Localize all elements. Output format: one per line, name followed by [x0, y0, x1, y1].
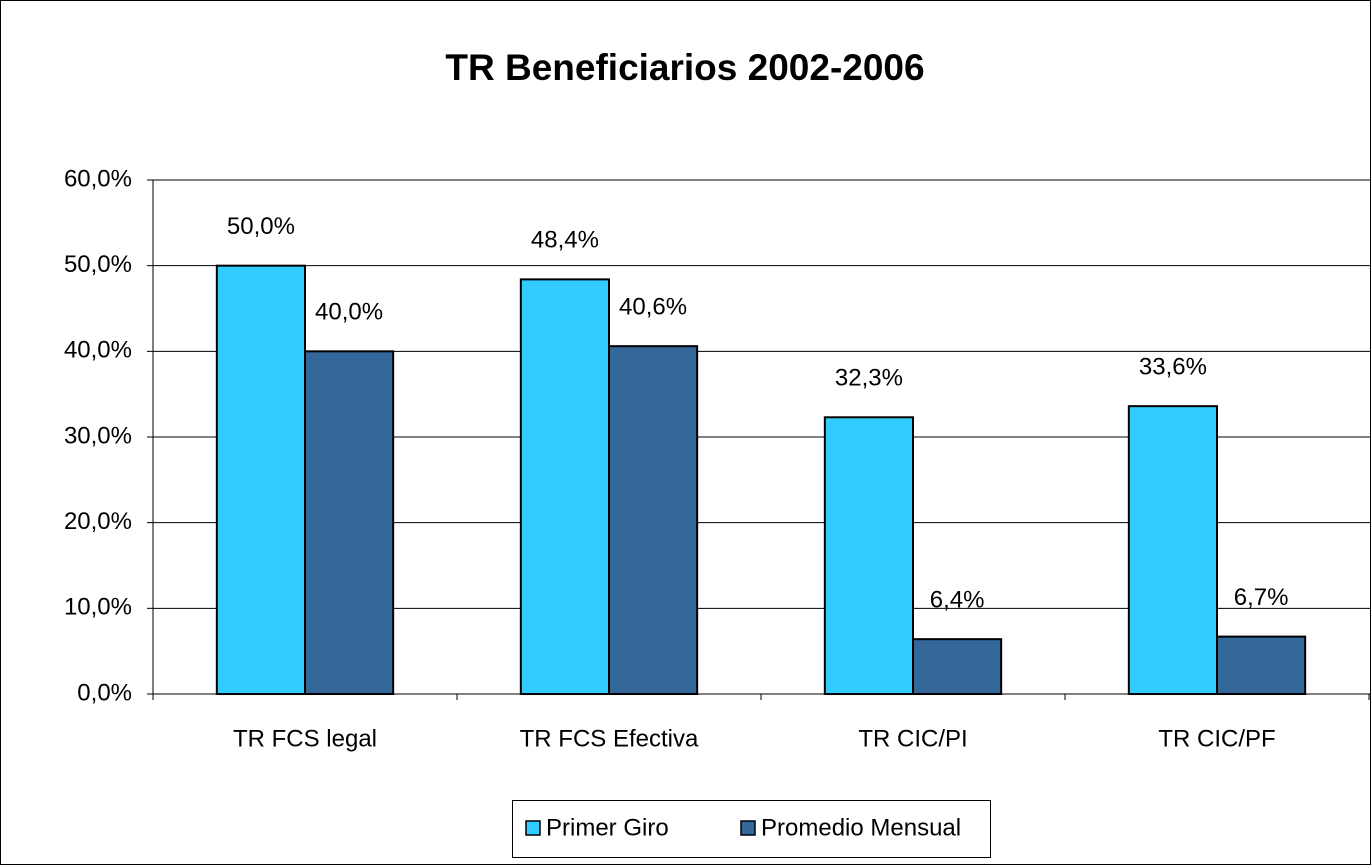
- legend-label: Primer Giro: [546, 814, 669, 841]
- y-tick-label: 20,0%: [64, 508, 132, 535]
- y-tick-label: 10,0%: [64, 594, 132, 621]
- y-tick-label: 30,0%: [64, 422, 132, 449]
- bar: [1127, 405, 1218, 695]
- bar: [823, 416, 915, 695]
- legend-swatch: [525, 820, 541, 836]
- value-label: 48,4%: [531, 227, 599, 254]
- x-tick-label: TR FCS Efectiva: [520, 725, 699, 752]
- x-tick-label: TR FCS legal: [233, 725, 377, 752]
- value-label: 33,6%: [1139, 354, 1207, 381]
- x-tick-label: TR CIC/PI: [858, 725, 967, 752]
- value-label: 40,6%: [619, 294, 687, 321]
- value-label: 6,7%: [1234, 584, 1289, 611]
- legend-swatch: [740, 820, 756, 836]
- value-label: 50,0%: [227, 213, 295, 240]
- bar: [1216, 635, 1307, 695]
- legend-label: Promedio Mensual: [761, 814, 961, 841]
- y-tick-label: 50,0%: [64, 251, 132, 278]
- value-label: 6,4%: [930, 587, 985, 614]
- chart-title: TR Beneficiarios 2002-2006: [445, 47, 924, 88]
- y-tick-label: 40,0%: [64, 337, 132, 364]
- value-label: 40,0%: [315, 299, 383, 326]
- value-label: 32,3%: [835, 365, 903, 392]
- y-tick-label: 0,0%: [77, 679, 132, 706]
- bar: [304, 350, 395, 695]
- bar: [608, 345, 699, 695]
- y-tick-label: 60,0%: [64, 165, 132, 192]
- bar: [215, 264, 306, 695]
- bar: [912, 638, 1003, 696]
- x-tick-label: TR CIC/PF: [1158, 725, 1275, 752]
- bar: [519, 278, 611, 695]
